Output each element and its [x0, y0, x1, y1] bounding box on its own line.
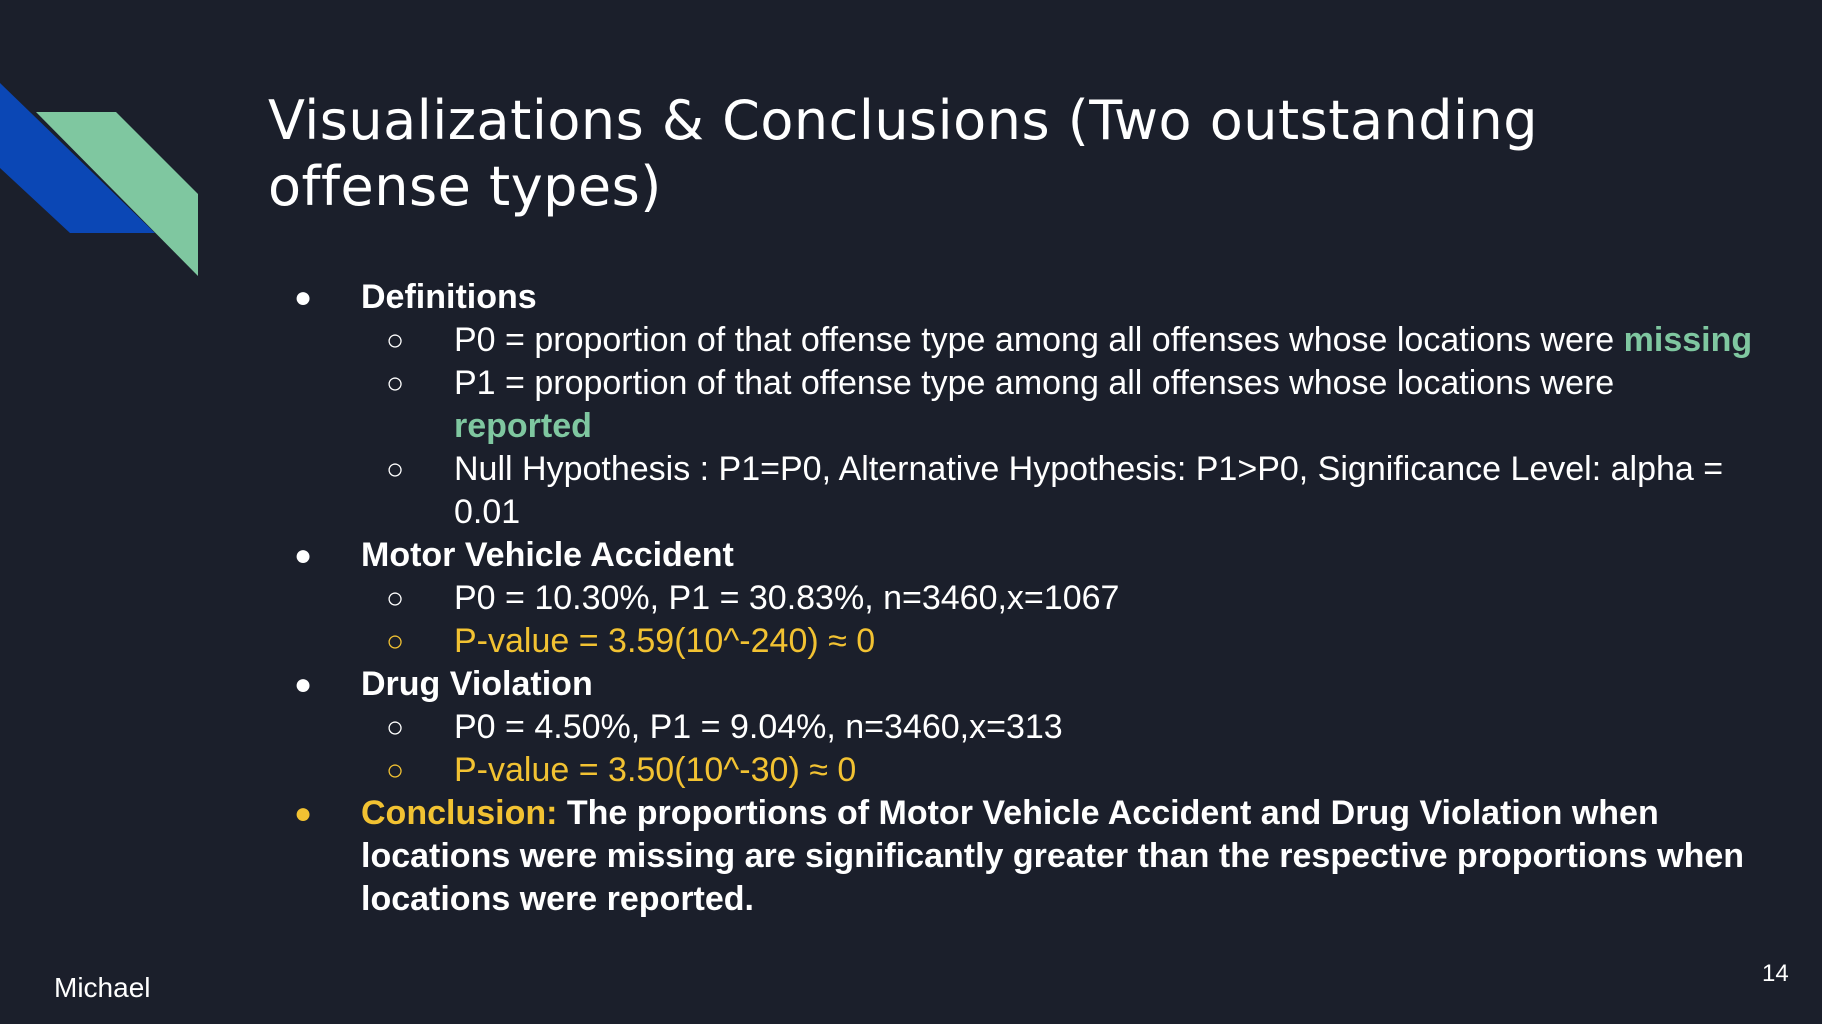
- drug-violation-pvalue: P-value = 3.50(10^-30) ≈ 0: [454, 751, 857, 789]
- bullet-conclusion: ● Conclusion: The proportions of Motor V…: [294, 792, 1754, 921]
- green-stripe-shape: [36, 112, 198, 276]
- page-number: 14: [1762, 960, 1789, 987]
- bullet-definitions: ● Definitions: [294, 276, 1754, 319]
- bullet-marker: ●: [294, 668, 313, 701]
- sub-bullet-drug-pvalue: ○ P-value = 3.50(10^-30) ≈ 0: [294, 749, 1754, 792]
- slide-content: ● Definitions ○ P0 = proportion of that …: [294, 276, 1754, 921]
- sub-bullet-marker: ○: [386, 324, 405, 357]
- sub-bullet-motor-pvalue: ○ P-value = 3.59(10^-240) ≈ 0: [294, 620, 1754, 663]
- conclusion-label: Conclusion:: [361, 794, 558, 832]
- author-name: Michael: [54, 972, 151, 1003]
- bullet-marker: ●: [294, 281, 313, 314]
- blue-stripe-shape: [0, 83, 155, 233]
- drug-violation-heading: Drug Violation: [361, 665, 593, 703]
- drug-violation-stats: P0 = 4.50%, P1 = 9.04%, n=3460,x=313: [454, 708, 1063, 746]
- sub-bullet-p1: ○ P1 = proportion of that offense type a…: [294, 362, 1754, 448]
- sub-bullet-marker: ○: [386, 582, 405, 615]
- conclusion-text: The proportions of Motor Vehicle Acciden…: [361, 794, 1745, 918]
- hypothesis-text: Null Hypothesis : P1=P0, Alternative Hyp…: [454, 450, 1724, 531]
- definitions-heading: Definitions: [361, 278, 537, 316]
- sub-bullet-hypothesis: ○ Null Hypothesis : P1=P0, Alternative H…: [294, 448, 1754, 534]
- p1-definition: P1 = proportion of that offense type amo…: [454, 364, 1615, 402]
- motor-vehicle-heading: Motor Vehicle Accident: [361, 536, 734, 574]
- p0-highlight: missing: [1623, 321, 1753, 359]
- slide-title: Visualizations & Conclusions (Two outsta…: [268, 89, 1539, 218]
- bullet-motor-vehicle: ● Motor Vehicle Accident: [294, 534, 1754, 577]
- bullet-marker: ●: [294, 539, 313, 572]
- bullet-drug-violation: ● Drug Violation: [294, 663, 1754, 706]
- motor-vehicle-pvalue: P-value = 3.59(10^-240) ≈ 0: [454, 622, 876, 660]
- bullet-marker: ●: [294, 797, 313, 830]
- sub-bullet-marker: ○: [386, 453, 405, 486]
- sub-bullet-marker: ○: [386, 625, 405, 658]
- corner-decoration: [0, 83, 198, 276]
- sub-bullet-marker: ○: [386, 367, 405, 400]
- sub-bullet-marker: ○: [386, 754, 405, 787]
- sub-bullet-marker: ○: [386, 711, 405, 744]
- sub-bullet-drug-stats: ○ P0 = 4.50%, P1 = 9.04%, n=3460,x=313: [294, 706, 1754, 749]
- p1-highlight: reported: [454, 407, 592, 445]
- sub-bullet-p0: ○ P0 = proportion of that offense type a…: [294, 319, 1754, 362]
- motor-vehicle-stats: P0 = 10.30%, P1 = 30.83%, n=3460,x=1067: [454, 579, 1120, 617]
- sub-bullet-motor-stats: ○ P0 = 10.30%, P1 = 30.83%, n=3460,x=106…: [294, 577, 1754, 620]
- p0-definition: P0 = proportion of that offense type amo…: [454, 321, 1624, 359]
